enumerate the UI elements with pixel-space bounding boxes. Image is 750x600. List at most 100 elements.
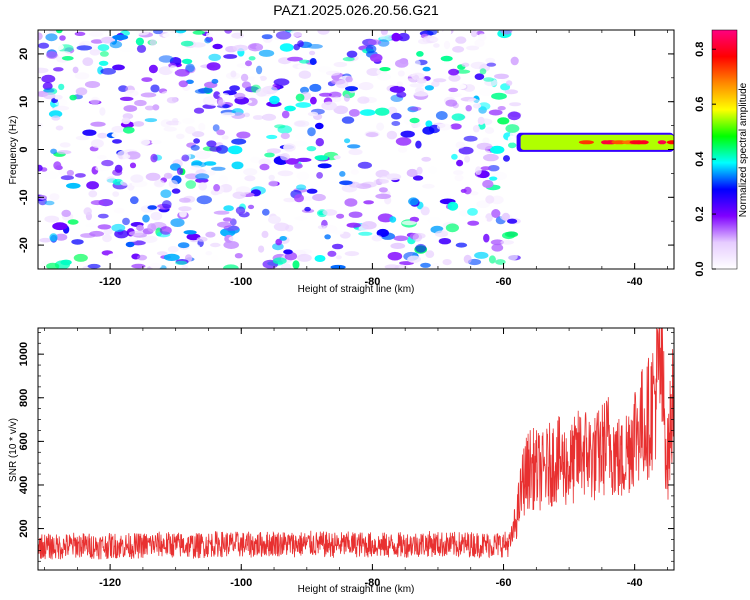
- heatmap-cell: [222, 217, 233, 222]
- heatmap-cell: [389, 216, 397, 223]
- heatmap-cell: [158, 55, 174, 63]
- heatmap-cell: [46, 51, 58, 59]
- heatmap-cell: [280, 132, 290, 140]
- heatmap-cell: [150, 153, 158, 163]
- heatmap-cell: [295, 93, 305, 102]
- heatmap-cell: [275, 31, 292, 40]
- x-tick-label: -40: [627, 577, 643, 589]
- heatmap-cell: [390, 242, 406, 249]
- heatmap-cell: [222, 104, 230, 109]
- heatmap-cell: [396, 81, 404, 87]
- heatmap-cell: [507, 111, 521, 121]
- heatmap-cell: [256, 65, 263, 75]
- heatmap-cell: [232, 191, 246, 199]
- heatmap-cell: [42, 82, 53, 90]
- heatmap-cell: [485, 213, 493, 222]
- heatmap-cell: [272, 243, 284, 251]
- heatmap-cell: [258, 245, 265, 253]
- heatmap-cell: [445, 99, 458, 107]
- heatmap-cell: [55, 165, 63, 171]
- heatmap-cell: [181, 264, 189, 269]
- heatmap-cell: [153, 30, 163, 35]
- heatmap-cell: [304, 206, 311, 212]
- heatmap-cell: [316, 228, 325, 234]
- snr-frame: [37, 327, 675, 571]
- heatmap-cell: [298, 70, 312, 79]
- heatmap-cell: [483, 77, 494, 82]
- heatmap-cell: [377, 73, 391, 81]
- heatmap-cell: [67, 219, 79, 225]
- colorbar-tick-label: 0.0: [694, 261, 706, 276]
- heatmap-cell: [456, 69, 471, 74]
- heatmap-cell: [347, 144, 361, 149]
- heatmap-cell: [136, 224, 144, 231]
- heatmap-cell: [120, 48, 134, 53]
- heatmap-cell: [84, 81, 101, 88]
- heatmap-cell: [170, 218, 185, 228]
- heatmap-cell: [440, 55, 453, 62]
- heatmap-cell: [470, 30, 478, 38]
- heatmap-cell: [223, 205, 234, 212]
- heatmap-cell: [247, 43, 264, 52]
- heatmap-cell: [324, 234, 331, 240]
- heatmap-cell: [497, 106, 506, 111]
- heatmap-cell: [348, 148, 363, 156]
- heatmap-cell: [241, 81, 251, 89]
- y-tick-label: -10: [18, 189, 30, 205]
- heatmap-cell: [315, 138, 324, 147]
- heatmap-cell: [66, 182, 81, 189]
- heatmap-cell: [365, 44, 377, 54]
- heatmap-cell: [456, 159, 464, 167]
- heatmap-cell: [117, 197, 127, 205]
- heatmap-cell: [97, 154, 107, 160]
- heatmap-cell: [500, 240, 514, 245]
- heatmap-cell: [359, 109, 376, 116]
- heatmap-cell: [38, 67, 49, 74]
- heatmap-cell: [316, 172, 323, 179]
- heatmap-cell: [90, 139, 104, 148]
- heatmap-cell: [279, 236, 288, 241]
- heatmap-cell: [166, 97, 178, 104]
- heatmap-cell: [274, 124, 286, 129]
- heatmap-cell: [386, 130, 398, 140]
- heatmap-cell: [315, 122, 324, 130]
- heatmap-cell: [314, 155, 329, 161]
- heatmap-cell: [166, 120, 182, 126]
- heatmap-cell: [161, 90, 175, 98]
- heatmap-cell: [198, 122, 206, 131]
- x-tick-label: -120: [99, 276, 121, 288]
- heatmap-cell: [470, 191, 479, 196]
- heatmap-cell: [322, 224, 338, 234]
- heatmap-cell: [317, 225, 326, 230]
- heatmap-cell: [95, 165, 110, 172]
- heatmap-cell: [294, 216, 308, 221]
- heatmap-cell: [290, 30, 305, 37]
- heatmap-cell: [409, 106, 422, 111]
- heatmap-cell: [147, 223, 157, 233]
- heatmap-cell: [482, 137, 490, 144]
- heatmap-cell: [171, 188, 181, 194]
- heatmap-cell: [162, 32, 179, 39]
- heatmap-cell: [198, 182, 208, 191]
- heatmap-cell: [154, 180, 161, 187]
- heatmap-cell: [273, 78, 290, 86]
- heatmap-cell: [420, 262, 431, 268]
- heatmap-cell: [136, 254, 148, 261]
- heatmap-cell: [413, 59, 421, 68]
- heatmap-cell: [167, 246, 179, 253]
- heatmap-cell: [384, 264, 400, 269]
- heatmap-cell: [415, 243, 427, 253]
- heatmap-cell: [497, 117, 510, 125]
- heatmap-cell: [66, 169, 74, 177]
- heatmap-cell: [218, 93, 230, 98]
- heatmap-cell: [294, 133, 305, 140]
- heatmap-cell: [306, 146, 317, 152]
- heatmap-cell: [191, 131, 205, 138]
- heatmap-cell: [391, 112, 402, 120]
- heatmap-cell: [88, 190, 98, 198]
- heatmap-cell: [178, 80, 188, 88]
- heatmap-cell: [422, 66, 431, 72]
- heatmap-cell: [339, 180, 353, 186]
- heatmap-cell: [111, 223, 126, 232]
- heatmap-cell: [208, 53, 221, 62]
